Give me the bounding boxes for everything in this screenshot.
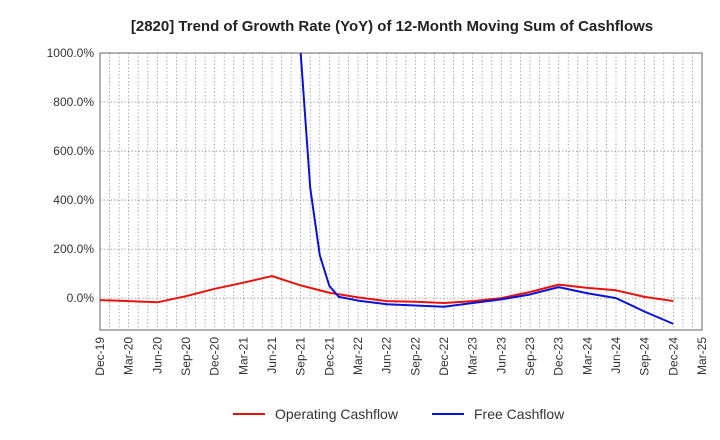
x-tick-label: Dec-24 — [666, 337, 680, 376]
y-tick-label: 800.0% — [53, 95, 94, 109]
grid — [100, 52, 702, 330]
x-tick-label: Jun-23 — [494, 337, 508, 374]
x-tick-label: Mar-23 — [466, 337, 480, 375]
x-tick-label: Sep-23 — [523, 337, 537, 376]
series-line-free-cashflow — [299, 52, 674, 325]
x-tick-label: Mar-24 — [580, 337, 594, 375]
legend-label-operating-cashflow: Operating Cashflow — [275, 406, 399, 422]
x-tick-label: Dec-21 — [322, 337, 336, 376]
series-line-operating-cashflow — [99, 275, 674, 305]
x-tick-label: Jun-22 — [380, 337, 394, 374]
y-tick-label: 1000.0% — [47, 46, 95, 60]
y-tick-label: 400.0% — [53, 193, 94, 207]
x-tick-label: Jun-24 — [609, 337, 623, 374]
x-tick-label: Mar-25 — [695, 337, 709, 375]
x-tick-label: Mar-21 — [236, 337, 250, 375]
x-tick-label: Sep-22 — [408, 337, 422, 376]
y-axis: 0.0% 200.0% 400.0% 600.0% 800.0% 1000.0% — [47, 46, 95, 305]
series-group — [99, 52, 674, 325]
x-tick-label: Dec-20 — [208, 337, 222, 376]
y-tick-label: 0.0% — [67, 291, 95, 305]
plot-area — [99, 52, 703, 331]
x-tick-label: Sep-21 — [294, 337, 308, 376]
legend: Operating Cashflow Free Cashflow — [233, 406, 565, 422]
y-tick-label: 600.0% — [53, 144, 94, 158]
x-tick-label: Dec-23 — [552, 337, 566, 376]
x-axis: Dec-19 Mar-20 Jun-20 Sep-20 Dec-20 Mar-21 Jun-… — [93, 337, 709, 376]
x-tick-label: Dec-19 — [93, 337, 107, 376]
x-tick-label: Sep-20 — [179, 337, 193, 376]
y-tick-label: 200.0% — [53, 242, 94, 256]
legend-label-free-cashflow: Free Cashflow — [474, 406, 565, 422]
x-tick-label: Dec-22 — [437, 337, 451, 376]
chart-title: [2820] Trend of Growth Rate (YoY) of 12-… — [131, 18, 653, 35]
x-tick-label: Sep-24 — [638, 337, 652, 376]
x-tick-label: Jun-20 — [150, 337, 164, 374]
x-tick-label: Mar-20 — [122, 337, 136, 375]
x-tick-label: Mar-22 — [351, 337, 365, 375]
x-tick-label: Jun-21 — [265, 337, 279, 374]
